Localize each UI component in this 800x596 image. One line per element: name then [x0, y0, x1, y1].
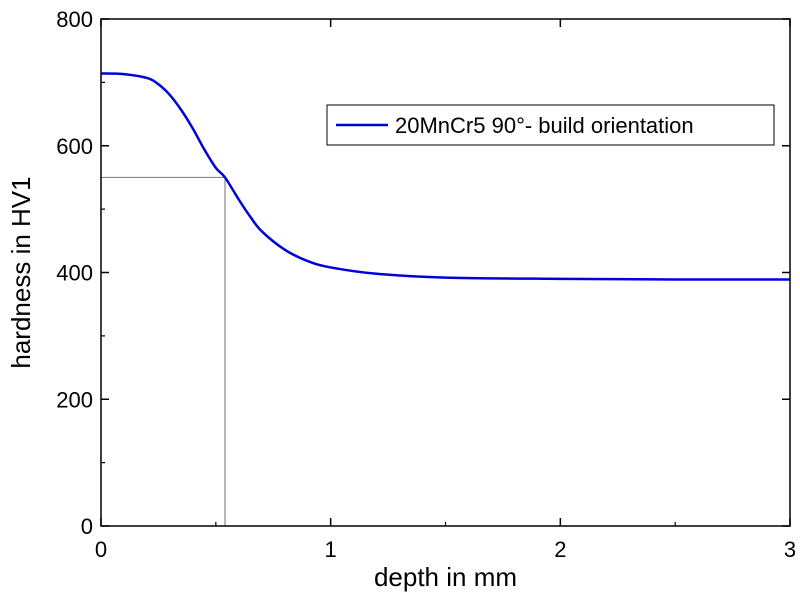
x-tick-label: 2 [554, 537, 566, 562]
y-axis-title: hardness in HV1 [6, 176, 36, 368]
series-layer [100, 72, 791, 281]
plot-frame [100, 18, 791, 527]
x-tick-label: 0 [95, 537, 107, 562]
x-tick-label: 1 [325, 537, 337, 562]
tick-labels: 0 1 2 3 0 200 400 600 800 [56, 7, 796, 562]
x-axis-title: depth in mm [374, 562, 517, 592]
legend-box [326, 104, 775, 146]
y-tick-label: 800 [56, 7, 93, 32]
y-tick-label: 200 [56, 387, 93, 412]
y-tick-label: 600 [56, 134, 93, 159]
ticks-layer [100, 18, 791, 527]
reference-lines [101, 176, 226, 526]
legend-label: 20MnCr5 90°- build orientation [395, 113, 694, 138]
legend: 20MnCr5 90°- build orientation [326, 104, 775, 146]
y-tick-label: 400 [56, 261, 93, 286]
y-tick-label: 0 [81, 514, 93, 539]
x-tick-label: 3 [784, 537, 796, 562]
series-line [100, 72, 791, 281]
